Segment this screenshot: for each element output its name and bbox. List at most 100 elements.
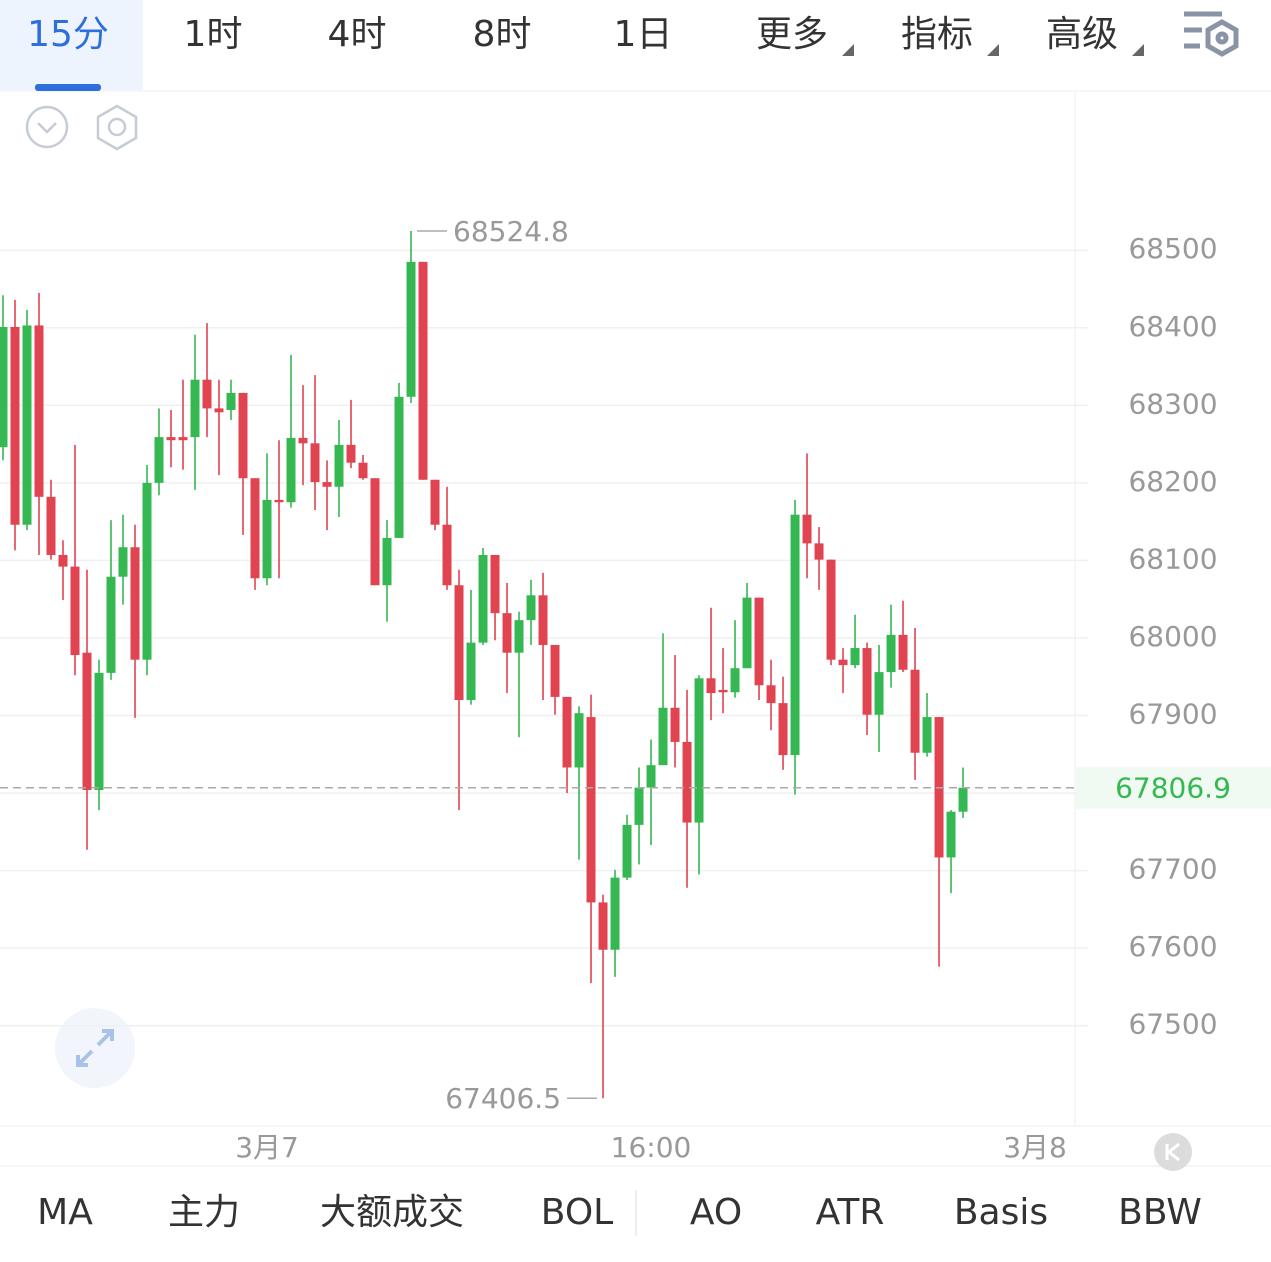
interval-tab[interactable]: 1日 xyxy=(614,14,673,55)
candle-body xyxy=(670,707,680,742)
indicator-tab[interactable]: AO xyxy=(690,1192,742,1233)
candle-body xyxy=(706,678,716,694)
candle-body xyxy=(322,482,332,487)
candle-body xyxy=(454,585,464,701)
y-tick-label: 68500 xyxy=(1128,232,1217,265)
y-tick-label: 68100 xyxy=(1128,542,1217,575)
candle-body xyxy=(250,478,260,579)
y-tick-label: 67900 xyxy=(1128,698,1217,731)
candle-body xyxy=(838,659,848,666)
y-tick-label: 68400 xyxy=(1128,310,1217,343)
scroll-latest-button[interactable] xyxy=(1154,1133,1192,1171)
expand-button[interactable] xyxy=(55,1008,135,1088)
y-tick-label: 68200 xyxy=(1128,465,1217,498)
indicator-tab[interactable]: 主力 xyxy=(168,1192,240,1233)
interval-tab[interactable]: 15分 xyxy=(27,14,109,55)
settings-hexagon[interactable] xyxy=(96,104,138,151)
chevron xyxy=(37,122,57,134)
candle-body xyxy=(34,325,44,497)
candle-body xyxy=(142,482,152,660)
candle-body xyxy=(238,392,248,479)
settings-icon[interactable] xyxy=(1184,11,1239,57)
candle-body xyxy=(658,707,668,766)
candle-body xyxy=(466,642,476,701)
candle-body xyxy=(802,514,812,544)
candle-body xyxy=(298,437,308,444)
candle-body xyxy=(526,595,536,621)
high-label: 68524.8 xyxy=(453,215,569,248)
indicator-tab[interactable]: Basis xyxy=(954,1192,1048,1233)
candle-body xyxy=(946,811,956,858)
x-tick-label: 3月8 xyxy=(1003,1131,1067,1164)
candle-body xyxy=(226,392,236,410)
candle-body xyxy=(574,713,584,768)
interval-tab[interactable]: 更多 xyxy=(756,14,828,55)
candle-body xyxy=(190,379,200,438)
collapse-icon[interactable] xyxy=(25,105,69,149)
candle-body xyxy=(910,669,920,753)
candle-body xyxy=(166,437,176,441)
indicator-tab[interactable]: BOL xyxy=(541,1192,613,1233)
candle-body xyxy=(178,437,188,441)
candle-body xyxy=(850,648,860,666)
candle-body xyxy=(898,634,908,670)
candle-body xyxy=(262,499,272,579)
candle-body xyxy=(766,685,776,704)
last-price-box xyxy=(1076,766,1271,809)
candle-body xyxy=(958,787,968,812)
candle-body xyxy=(646,765,656,788)
candle-body xyxy=(430,479,440,525)
active-tab-bg xyxy=(0,0,143,90)
candle-body xyxy=(730,668,740,693)
candle-body xyxy=(682,741,692,823)
interval-tab[interactable]: 指标 xyxy=(901,14,973,55)
y-tick-label: 67500 xyxy=(1128,1008,1217,1041)
candle-body xyxy=(406,261,416,397)
candle-body xyxy=(310,443,320,483)
indicator-tab[interactable]: MA xyxy=(37,1192,93,1233)
candle-body xyxy=(394,396,404,538)
dropdown-mark xyxy=(842,44,854,56)
candle-body xyxy=(10,326,20,525)
candle-body xyxy=(622,824,632,878)
candle-body xyxy=(70,566,80,656)
candle-body xyxy=(610,877,620,950)
candle-body xyxy=(550,644,560,697)
indicator-tab[interactable]: ATR xyxy=(816,1192,885,1233)
candle-body xyxy=(214,408,224,413)
candle-body xyxy=(358,462,368,479)
candle-body xyxy=(634,787,644,825)
indicator-tab[interactable]: 大额成交 xyxy=(320,1192,464,1233)
candle-body xyxy=(694,678,704,823)
indicator-tab[interactable]: BBW xyxy=(1118,1192,1202,1233)
y-tick-label: 68000 xyxy=(1128,620,1217,653)
y-tick-label: 68300 xyxy=(1128,387,1217,420)
candle-body xyxy=(334,444,344,487)
scroll-icon xyxy=(1165,1142,1180,1162)
candle-body xyxy=(742,597,752,669)
y-tick-label: 67600 xyxy=(1128,930,1217,963)
hexagon-dot xyxy=(107,117,127,137)
y-tick-label: 67700 xyxy=(1128,853,1217,886)
chart-tools xyxy=(25,104,138,151)
interval-tab[interactable]: 4时 xyxy=(328,14,387,55)
interval-tab[interactable]: 1时 xyxy=(184,14,243,55)
expand-icon xyxy=(76,1029,114,1067)
candle-body xyxy=(82,652,92,790)
candle-body xyxy=(754,597,764,686)
candle-body xyxy=(514,620,524,653)
interval-tab[interactable]: 8时 xyxy=(473,14,532,55)
candle-body xyxy=(874,672,884,715)
candle-body xyxy=(814,543,824,560)
candle-body xyxy=(862,648,872,715)
candle-body xyxy=(922,717,932,753)
candle-body xyxy=(118,547,128,577)
candle-body xyxy=(418,261,428,480)
candle-body xyxy=(886,634,896,673)
interval-tab[interactable]: 高级 xyxy=(1046,14,1118,55)
candle-body xyxy=(598,902,608,950)
x-tick-label: 3月7 xyxy=(235,1131,299,1164)
candle-body xyxy=(490,554,500,614)
